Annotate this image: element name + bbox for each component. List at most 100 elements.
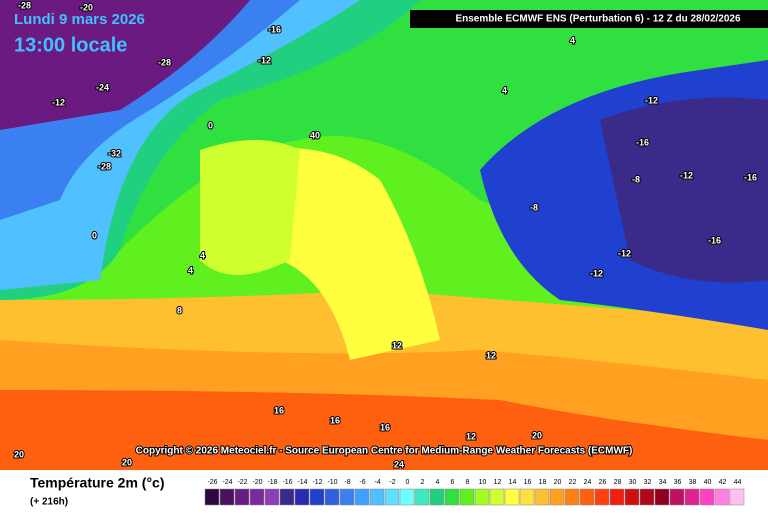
- temp-label: 16: [274, 405, 284, 415]
- temp-label: -12: [52, 97, 65, 107]
- temp-label: -16: [636, 137, 649, 147]
- temp-label: 40: [310, 130, 320, 140]
- temp-label: 20: [14, 449, 24, 459]
- scale-label: 0: [406, 479, 410, 486]
- scale-label: -26: [207, 479, 217, 486]
- scale-swatch: [699, 488, 715, 506]
- model-run: Ensemble ECMWF ENS (Perturbation 6) - 12…: [455, 14, 741, 25]
- temp-label: -12: [680, 170, 693, 180]
- scale-swatch: [504, 488, 520, 506]
- header-bar: [410, 10, 768, 28]
- scale-swatch: [324, 488, 340, 506]
- scale-swatch: [204, 488, 220, 506]
- scale-swatch: [579, 488, 595, 506]
- scale-label: 28: [614, 479, 622, 486]
- scale-swatch: [534, 488, 550, 506]
- temp-label: 4: [188, 265, 193, 275]
- temp-label: -28: [158, 57, 171, 67]
- scale-swatch: [489, 488, 505, 506]
- temp-label: 12: [466, 431, 476, 441]
- scale-swatch: [279, 488, 295, 506]
- scale-label: -24: [222, 479, 232, 486]
- scale-swatch: [729, 488, 745, 506]
- scale-swatch: [564, 488, 580, 506]
- scale-label: 4: [436, 479, 440, 486]
- scale-swatch: [369, 488, 385, 506]
- scale-label: 40: [704, 479, 712, 486]
- scale-label: 24: [584, 479, 592, 486]
- scale-label: 18: [539, 479, 547, 486]
- scale-label: 44: [734, 479, 742, 486]
- scale-swatch: [339, 488, 355, 506]
- scale-swatch: [714, 488, 730, 506]
- scale-label: -12: [312, 479, 322, 486]
- scale-label: 30: [629, 479, 637, 486]
- date: Lundi 9 mars 2026: [14, 11, 145, 28]
- temp-label: 12: [392, 340, 402, 350]
- scale-label: 6: [451, 479, 455, 486]
- scale-label: 20: [554, 479, 562, 486]
- scale-label: -16: [282, 479, 292, 486]
- scale-swatch: [684, 488, 700, 506]
- scale-label: -14: [297, 479, 307, 486]
- color-scale: -26 -24 -22 -20 -18 -16 -14 -12 -10 -8 -6 -4 -2 0 2 4 6 8…: [204, 479, 745, 506]
- scale-swatch: [249, 488, 265, 506]
- scale-swatch: [519, 488, 535, 506]
- scale-swatch: [444, 488, 460, 506]
- temp-label: 16: [380, 422, 390, 432]
- temp-label: -28: [98, 161, 111, 171]
- scale-label: -6: [359, 479, 365, 486]
- scale-label: 38: [689, 479, 697, 486]
- scale-label: 8: [466, 479, 470, 486]
- scale-swatch: [264, 488, 280, 506]
- scale-label: 32: [644, 479, 652, 486]
- scale-label: 22: [569, 479, 577, 486]
- map-labels: -28 -20 -16 -28 -24 -12 -32 -28 -12 0 0 …: [13, 0, 758, 470]
- scale-label: 14: [509, 479, 517, 486]
- map-background: [0, 0, 768, 470]
- scale-label: -22: [237, 479, 247, 486]
- scale-label: 42: [719, 479, 727, 486]
- temp-label: -16: [268, 24, 281, 34]
- scale-label: -8: [344, 479, 350, 486]
- scale-label: -20: [252, 479, 262, 486]
- scale-label: -2: [389, 479, 395, 486]
- temp-label: -20: [80, 2, 93, 12]
- legend-title: Température 2m (°c): [30, 475, 165, 491]
- scale-swatch: [384, 488, 400, 506]
- scale-swatch: [234, 488, 250, 506]
- temp-label: 4: [200, 250, 205, 260]
- scale-swatch: [414, 488, 430, 506]
- scale-swatch: [609, 488, 625, 506]
- scale-label: 36: [674, 479, 682, 486]
- scale-label: -4: [374, 479, 380, 486]
- temp-label: 0: [208, 120, 213, 130]
- scale-label: 26: [599, 479, 607, 486]
- temp-label: 0: [92, 230, 97, 240]
- temp-label: 12: [486, 350, 496, 360]
- scale-swatch: [309, 488, 325, 506]
- scale-label: -10: [327, 479, 337, 486]
- scale-swatch: [654, 488, 670, 506]
- temp-label: 8: [177, 305, 182, 315]
- temp-label: 4: [570, 35, 575, 45]
- temp-label: -12: [645, 95, 658, 105]
- scale-swatch: [669, 488, 685, 506]
- temp-label: -28: [18, 0, 31, 10]
- temp-label: -12: [618, 248, 631, 258]
- scale-swatch: [399, 488, 415, 506]
- scale-swatch: [594, 488, 610, 506]
- temp-label: -32: [108, 148, 121, 158]
- scale-swatch: [219, 488, 235, 506]
- scale-label: -18: [267, 479, 277, 486]
- temp-label: 20: [532, 430, 542, 440]
- scale-swatch: [639, 488, 655, 506]
- temp-label: 16: [330, 415, 340, 425]
- temp-label: 4: [502, 85, 507, 95]
- scale-swatch: [459, 488, 475, 506]
- copyright: Copyright © 2026 Meteociel.fr - Source E…: [136, 446, 633, 457]
- temp-label: -12: [590, 268, 603, 278]
- scale-swatch: [474, 488, 490, 506]
- temp-label: 20: [122, 457, 132, 467]
